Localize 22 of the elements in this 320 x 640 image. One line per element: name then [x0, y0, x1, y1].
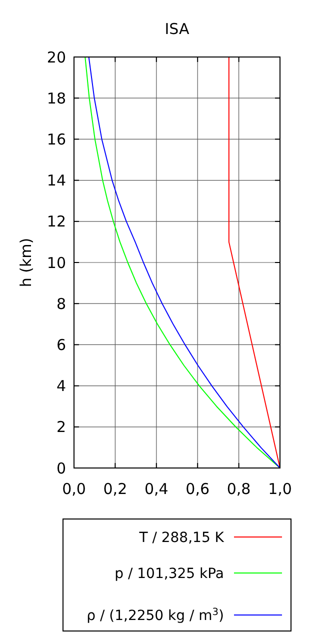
y-tick-label: 16	[46, 130, 66, 148]
y-tick-label: 6	[56, 336, 66, 354]
legend-label: T / 288,15 K	[138, 530, 225, 546]
x-tick-label: 0,8	[226, 480, 251, 498]
chart-title: ISA	[164, 20, 190, 38]
y-tick-label: 20	[46, 48, 66, 66]
y-tick-label: 2	[56, 418, 66, 436]
y-tick-label: 8	[56, 294, 66, 313]
y-tick-label: 18	[46, 89, 66, 108]
y-tick-label: 12	[46, 212, 66, 231]
x-tick-label: 1,0	[268, 480, 292, 498]
legend-label: ρ / (1,2250 kg / m$^{3}$)	[86, 606, 224, 624]
legend-label: p / 101,325 kPa	[114, 566, 224, 582]
x-tick-label: 0,6	[186, 480, 210, 498]
y-tick-label: 14	[46, 172, 66, 190]
y-tick-label: 0	[56, 459, 66, 478]
y-tick-label: 4	[56, 377, 66, 396]
x-tick-label: 0,4	[144, 480, 168, 498]
y-tick-label: 10	[46, 254, 66, 272]
y-axis-title: h (km)	[17, 238, 35, 288]
x-tick-label: 0,0	[62, 480, 86, 498]
x-tick-label: 0,2	[103, 480, 128, 498]
